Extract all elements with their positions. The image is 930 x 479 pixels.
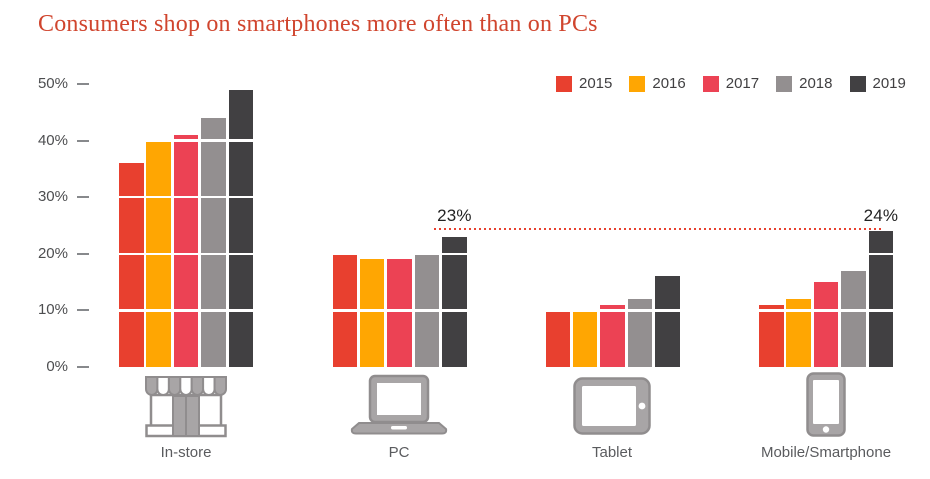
y-tick-mark bbox=[77, 196, 89, 199]
y-tick-label: 10% bbox=[37, 301, 68, 319]
bar-pc-2016 bbox=[359, 259, 385, 367]
x-label-in-store: In-store bbox=[160, 444, 212, 461]
bar-pc-2019 bbox=[442, 236, 467, 367]
gridline-40-percent bbox=[102, 139, 908, 142]
chart-legend: 2015 2016 2017 2018 2019 bbox=[556, 75, 906, 92]
legend-label-2016: 2016 bbox=[652, 75, 686, 92]
legend-label-2018: 2018 bbox=[799, 75, 833, 92]
y-tick-label: 30% bbox=[37, 188, 68, 206]
chart-title: Consumers shop on smartphones more often… bbox=[38, 11, 598, 37]
legend-label-2017: 2017 bbox=[725, 75, 760, 92]
y-tick-label: 50% bbox=[37, 75, 68, 92]
y-tick-label: 40% bbox=[37, 131, 68, 149]
y-tick-mark bbox=[77, 366, 89, 368]
legend-swatch-2018 bbox=[776, 75, 793, 92]
bar-mobile-smartphone-2019 bbox=[868, 231, 894, 367]
storefront-icon bbox=[145, 376, 227, 438]
y-tick-label: 20% bbox=[37, 244, 68, 262]
bar-in-store-2018 bbox=[201, 117, 226, 367]
bar-in-store-2019 bbox=[228, 89, 254, 367]
bar-tablet-2017 bbox=[600, 304, 625, 367]
bar-tablet-2016 bbox=[572, 310, 598, 367]
legend-item-2018: 2018 bbox=[776, 75, 833, 92]
bar-mobile-smartphone-2017 bbox=[813, 282, 839, 367]
legend-swatch-2015 bbox=[556, 75, 572, 92]
value-label-mobile-smartphone: 24% bbox=[863, 206, 899, 226]
x-label-tablet: Tablet bbox=[591, 444, 633, 461]
legend-swatch-2017 bbox=[702, 75, 719, 92]
laptop-icon bbox=[350, 374, 448, 435]
legend-item-2017: 2017 bbox=[702, 75, 760, 92]
x-label-mobile-smartphone: Mobile/Smartphone bbox=[760, 444, 892, 461]
y-tick-mark bbox=[77, 309, 89, 312]
y-tick-mark bbox=[77, 252, 89, 255]
legend-item-2016: 2016 bbox=[629, 75, 686, 92]
gridline-10-percent bbox=[102, 309, 908, 312]
gridline-20-percent bbox=[102, 252, 908, 255]
bar-mobile-smartphone-2018 bbox=[841, 270, 866, 367]
y-tick-label: 0% bbox=[46, 358, 68, 375]
dotted-reference-line bbox=[434, 228, 881, 231]
value-label-pc: 23% bbox=[437, 206, 472, 226]
legend-item-2019: 2019 bbox=[849, 75, 906, 92]
bar-tablet-2019 bbox=[655, 276, 680, 367]
smartphone-icon bbox=[806, 372, 846, 437]
legend-swatch-2016 bbox=[629, 75, 646, 92]
legend-label-2019: 2019 bbox=[872, 75, 906, 92]
bar-tablet-2015 bbox=[545, 310, 571, 367]
bar-mobile-smartphone-2015 bbox=[759, 304, 784, 367]
y-tick-mark bbox=[77, 83, 89, 85]
legend-item-2015: 2015 bbox=[556, 75, 612, 92]
gridline-30-percent bbox=[102, 196, 908, 199]
bar-pc-2017 bbox=[387, 259, 412, 367]
x-label-pc: PC bbox=[388, 444, 410, 461]
bar-in-store-2015 bbox=[119, 163, 144, 367]
legend-label-2015: 2015 bbox=[579, 75, 613, 92]
y-tick-mark bbox=[77, 139, 89, 142]
legend-swatch-2019 bbox=[849, 75, 866, 92]
bar-in-store-2017 bbox=[173, 134, 199, 367]
tablet-icon bbox=[573, 377, 651, 435]
